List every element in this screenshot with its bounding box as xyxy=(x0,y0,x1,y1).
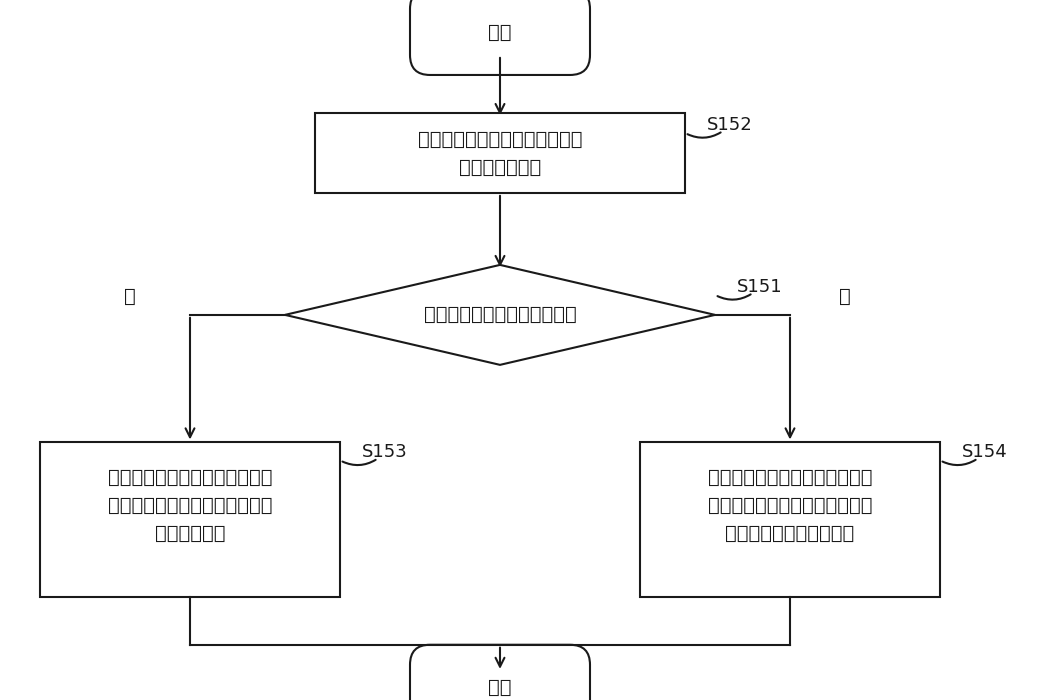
Bar xyxy=(40,442,340,597)
Bar xyxy=(640,442,940,597)
Text: S154: S154 xyxy=(962,443,1008,461)
Bar xyxy=(315,113,685,193)
Text: 测单元检测湿度: 测单元检测湿度 xyxy=(459,158,541,176)
Text: 判断投入装置是否投入亮碟剂: 判断投入装置是否投入亮碟剂 xyxy=(423,305,576,324)
Polygon shape xyxy=(285,265,715,365)
Text: 结束: 结束 xyxy=(488,678,511,697)
Text: 第二预定时间: 第二预定时间 xyxy=(154,524,226,543)
Text: 是: 是 xyxy=(124,288,135,307)
Text: 开始: 开始 xyxy=(488,22,511,41)
Text: 根据湿度控制风机在洗碗机洗涤: 根据湿度控制风机在洗碗机洗涤 xyxy=(108,468,272,487)
Text: 根据湿度控制风机和加热装置在: 根据湿度控制风机和加热装置在 xyxy=(708,468,873,487)
Text: 结束后停止第一预定时间后运行: 结束后停止第一预定时间后运行 xyxy=(108,496,272,515)
Text: S153: S153 xyxy=(362,443,407,461)
FancyBboxPatch shape xyxy=(410,0,590,75)
Text: S151: S151 xyxy=(737,278,783,296)
Text: S152: S152 xyxy=(707,116,753,134)
Text: 在洗碗机洗涤结束后控制湿度检: 在洗碗机洗涤结束后控制湿度检 xyxy=(418,130,583,148)
Text: 洗碗机洗涤结束后停止第三预定: 洗碗机洗涤结束后停止第三预定 xyxy=(708,496,873,515)
Text: 否: 否 xyxy=(839,288,850,307)
FancyBboxPatch shape xyxy=(410,645,590,700)
Text: 时间后运行第四预定时间: 时间后运行第四预定时间 xyxy=(726,524,855,543)
